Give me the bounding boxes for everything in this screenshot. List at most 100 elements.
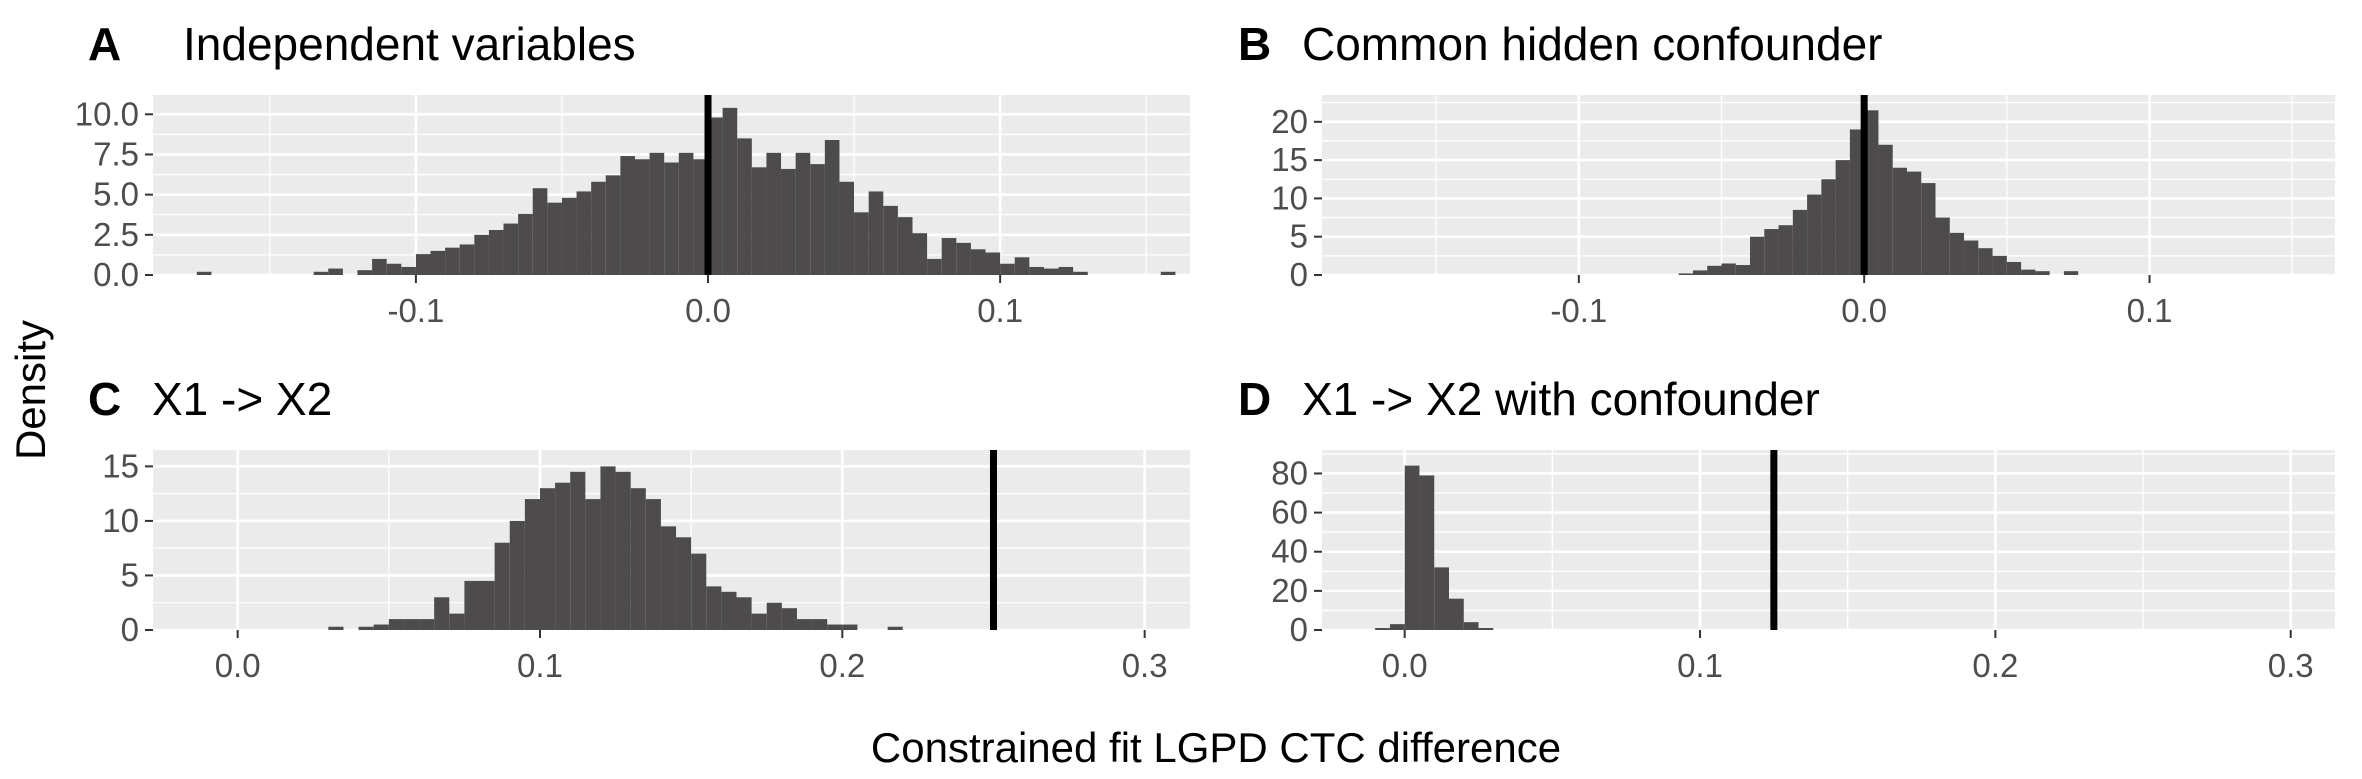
panel-d-bar (1478, 628, 1494, 630)
panel-c-bar (449, 613, 465, 630)
panel-b-bar (1935, 217, 1950, 275)
panel-c-x-tick-label: 0.2 (819, 647, 865, 684)
panel-d-y-tick-label: 60 (1271, 494, 1308, 531)
panel-a-bar (488, 230, 504, 275)
panel-b-bar (1906, 171, 1922, 275)
panel-a-bar (620, 156, 635, 275)
panel-d-y-tick-label: 0 (1290, 611, 1308, 648)
panel-a-bar (1000, 263, 1015, 275)
panel-c-bar (645, 499, 661, 630)
panel-a-bar (664, 162, 679, 275)
panel-c-bar (691, 553, 707, 630)
panel-a-bar (927, 258, 942, 275)
panel-a-x-tick-label: -0.1 (387, 292, 444, 329)
panel-c: C X1 -> X2 0 5 10 15 0.0 0.1 0.2 0.3 (88, 373, 1190, 684)
panel-c-bar (600, 466, 616, 630)
panel-c-title: X1 -> X2 (152, 373, 332, 425)
panel-b-y-tick-label: 20 (1271, 103, 1308, 140)
panel-a-bar (357, 270, 373, 275)
panel-b-x-tick-label: 0.1 (2127, 292, 2173, 329)
panel-d-bar (1419, 475, 1435, 630)
panel-b-bar (2006, 261, 2022, 275)
panel-c-bar (585, 499, 601, 630)
panel-a-title: Independent variables (183, 18, 636, 70)
panel-d-bar (1463, 622, 1479, 630)
panel-a-bar (576, 191, 592, 275)
panel-a-bar (897, 217, 913, 275)
panel-b-bar (2035, 271, 2050, 275)
panel-a-bar (503, 223, 519, 275)
panel-d-bar (1434, 567, 1449, 630)
panel-a-bar (415, 254, 431, 275)
panel-d-tag: D (1238, 373, 1271, 425)
panel-d-bar (1389, 624, 1405, 630)
panel-d-y-tick-label: 20 (1271, 572, 1308, 609)
panel-b-bar (1778, 225, 1793, 275)
panel-c-bar (796, 619, 813, 630)
panel-b-bar (1792, 209, 1808, 275)
panel-b-title: Common hidden confounder (1302, 18, 1882, 70)
panel-a-bar (883, 205, 898, 275)
panel-a-bar (737, 138, 752, 275)
panel-b-bar (2021, 269, 2036, 275)
panel-a-bar (591, 181, 606, 275)
panel-c-bar (509, 520, 525, 630)
panel-a-bar (459, 244, 475, 275)
panel-a-bar (1073, 271, 1088, 275)
panel-c-bar (419, 619, 435, 630)
panel-d-x-tick-label: 0.3 (2268, 647, 2314, 684)
y-axis-label: Density (7, 320, 54, 460)
panel-c-x-tick-label: 0.1 (517, 647, 563, 684)
panel-c-bar (328, 626, 344, 630)
panel-a-bar (605, 175, 621, 275)
panel-a-y-tick-label: 0.0 (93, 256, 139, 293)
panel-b-bar (1835, 160, 1850, 275)
panel-a-bar (532, 188, 548, 275)
panel-b-bar (1964, 240, 1979, 275)
panel-c-bar (766, 602, 782, 630)
panel-a-bar (547, 202, 562, 275)
panel-b-bar (2063, 271, 2079, 275)
panel-a-bar (795, 152, 811, 275)
panel-c-bar (751, 613, 767, 630)
panel-b-tag: B (1238, 18, 1271, 70)
panel-a-bar (985, 252, 1001, 275)
panel-b-bar (1807, 194, 1822, 275)
panel-b-bar (1992, 255, 2007, 275)
panel-b-bar (1692, 270, 1708, 275)
panel-c-bar (676, 537, 692, 630)
panel-c-bar (736, 597, 752, 630)
panel-b-bar (1750, 236, 1765, 275)
panel-b-bar (1878, 144, 1893, 275)
panel-a-bar (196, 271, 212, 275)
panel-d-bar (1404, 465, 1420, 630)
panel-c-bar (555, 482, 571, 630)
x-axis-label: Constrained fit LGPD CTC difference (871, 724, 1561, 771)
panel-b-bar (1764, 229, 1779, 275)
panel-d-background (1322, 450, 2335, 630)
panel-b-bar (1949, 232, 1965, 275)
panel-d-x-tick-label: 0.0 (1382, 647, 1428, 684)
panel-d-bar (1375, 628, 1390, 630)
panel-c-bar (781, 608, 797, 630)
panel-a-bar (970, 249, 986, 275)
panel-a-bar (781, 168, 796, 275)
panel-a-y-tick-label: 2.5 (93, 216, 139, 253)
panel-a-bar (722, 107, 738, 275)
panel-d-x-tick-label: 0.2 (1972, 647, 2018, 684)
panel-a-bar (313, 271, 329, 275)
panel-c-bar (388, 619, 404, 630)
panel-b-y-tick-label: 15 (1271, 141, 1308, 178)
panel-c-bar (615, 471, 631, 630)
panel-c-y-tick-label: 0 (121, 611, 139, 648)
panel-a-bar (839, 181, 855, 275)
panel-a-bar (649, 152, 665, 275)
panel-b-x-tick-label: 0.0 (1841, 292, 1887, 329)
panel-c-tag: C (88, 373, 121, 425)
panel-c-bar (434, 597, 450, 630)
panel-a-bar (401, 266, 416, 275)
panel-b-bar (1892, 167, 1907, 275)
